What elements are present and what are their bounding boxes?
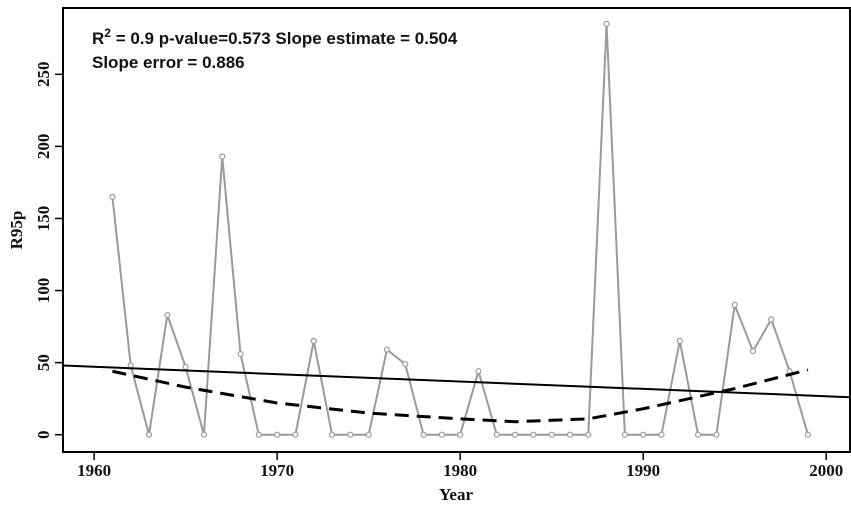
plot-frame — [62, 7, 851, 453]
y-tick-label: 250 — [34, 62, 53, 88]
y-tick-label: 0 — [34, 430, 53, 439]
data-point — [603, 20, 610, 27]
data-point — [383, 346, 391, 353]
x-tick-label: 1960 — [77, 461, 111, 480]
y-tick-label: 150 — [34, 206, 53, 232]
data-point — [585, 431, 592, 438]
data-point — [182, 363, 189, 371]
annotation: R2 = 0.9 p-value=0.573 Slope estimate = … — [92, 26, 458, 48]
data-point — [621, 431, 628, 438]
data-point — [548, 431, 555, 438]
data-point — [402, 360, 409, 368]
x-axis-label: Year — [439, 485, 473, 504]
data-point — [731, 301, 738, 309]
data-point — [255, 431, 262, 438]
data-point — [676, 337, 683, 345]
y-tick-label: 100 — [34, 278, 53, 304]
annotation: Slope error = 0.886 — [92, 53, 245, 72]
data-point — [749, 347, 757, 355]
data-point — [109, 193, 116, 200]
data-point — [310, 337, 317, 345]
data-point — [274, 431, 281, 438]
data-point — [493, 431, 500, 438]
x-tick-label: 1980 — [443, 461, 477, 480]
data-point — [164, 311, 171, 319]
x-tick-label: 2000 — [809, 461, 843, 480]
data-point — [200, 431, 208, 438]
data-point — [511, 431, 519, 438]
data-point — [457, 431, 464, 438]
annotation-superscript: 2 — [104, 26, 111, 40]
annotation-text: = 0.9 p-value=0.573 Slope estimate = 0.5… — [111, 29, 458, 48]
series-line — [111, 23, 809, 436]
data-point — [475, 368, 482, 375]
x-tick-label: 1990 — [626, 461, 660, 480]
series-line — [112, 368, 809, 424]
data-point — [713, 431, 720, 438]
annotation-text: R — [92, 29, 104, 48]
y-tick-label: 200 — [34, 134, 53, 160]
data-point — [420, 431, 427, 438]
series-line — [62, 364, 851, 399]
data-point — [328, 431, 336, 438]
data-point — [292, 431, 299, 438]
data-point — [804, 431, 812, 438]
data-point — [237, 350, 244, 358]
data-point — [658, 431, 665, 438]
data-point — [566, 431, 574, 438]
data-point — [365, 431, 372, 438]
data-point — [640, 431, 647, 438]
y-axis-label: R95p — [7, 211, 26, 250]
data-point — [530, 431, 537, 438]
y-tick-label: 50 — [34, 354, 53, 371]
data-point — [768, 316, 775, 323]
data-point — [438, 431, 445, 438]
data-point — [347, 431, 354, 438]
x-tick-label: 1970 — [260, 461, 294, 480]
data-point — [694, 431, 702, 438]
data-point — [219, 153, 226, 160]
data-point — [145, 431, 153, 438]
